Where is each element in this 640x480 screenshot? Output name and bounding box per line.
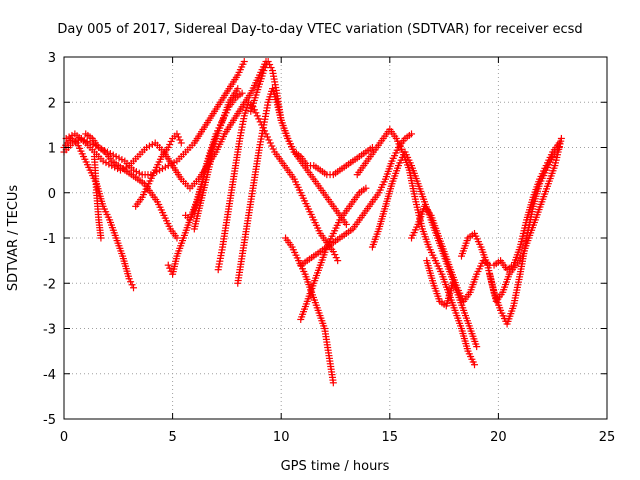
- series-arc-21: [486, 134, 565, 305]
- data-point: [253, 112, 261, 120]
- data-point: [127, 278, 135, 286]
- series-arc-19: [423, 257, 457, 310]
- y-tick-label: 3: [48, 51, 56, 66]
- data-point: [329, 379, 337, 387]
- data-point: [166, 140, 174, 148]
- data-point: [164, 261, 172, 269]
- data-point: [187, 213, 195, 221]
- data-point: [555, 139, 563, 147]
- data-point: [216, 121, 224, 129]
- data-point: [449, 279, 457, 287]
- y-tick-label: 1: [48, 142, 56, 157]
- series-arc-5: [90, 153, 105, 242]
- data-point: [266, 139, 274, 147]
- series-arc-9: [190, 153, 216, 233]
- data-point: [221, 112, 229, 120]
- x-tick-label: 25: [599, 430, 616, 445]
- data-point: [332, 254, 340, 262]
- series-arc-13: [282, 234, 337, 387]
- data-point: [267, 64, 275, 72]
- data-point: [334, 257, 342, 265]
- data-point: [260, 67, 268, 75]
- series-arc-1: [60, 134, 138, 292]
- data-point: [222, 109, 230, 117]
- chart-title: Day 005 of 2017, Sidereal Day-to-day VTE…: [57, 22, 582, 37]
- data-point: [215, 124, 223, 132]
- data-point: [255, 115, 263, 123]
- y-tick-label: 2: [48, 96, 56, 111]
- data-point: [224, 106, 232, 114]
- data-point: [130, 284, 138, 292]
- y-tick-label: 0: [48, 187, 56, 202]
- data-point: [331, 251, 339, 259]
- data-point: [252, 109, 260, 117]
- data-point: [238, 89, 246, 97]
- data-point: [240, 58, 248, 66]
- y-tick-label: -5: [43, 413, 56, 428]
- data-point: [408, 130, 416, 138]
- y-axis-label: SDTVAR / TECUs: [6, 185, 21, 292]
- data-point: [473, 343, 481, 351]
- y-tick-label: -1: [43, 232, 56, 247]
- data-point: [329, 248, 337, 256]
- data-point: [268, 142, 276, 150]
- series-arc-8: [182, 89, 246, 224]
- data-point: [164, 144, 172, 151]
- x-tick-label: 15: [382, 430, 399, 445]
- data-point: [213, 127, 221, 135]
- data-point: [97, 234, 105, 242]
- series-arc-3: [62, 58, 270, 192]
- data-point: [177, 139, 185, 147]
- x-tick-label: 20: [490, 430, 507, 445]
- data-point: [125, 275, 133, 283]
- series-arc-2: [60, 58, 248, 179]
- data-point: [362, 184, 370, 192]
- data-point: [234, 85, 242, 93]
- data-point: [212, 130, 220, 138]
- y-tick-label: -4: [43, 368, 56, 383]
- data-point: [266, 61, 274, 69]
- data-point: [166, 264, 174, 272]
- data-point: [557, 134, 565, 142]
- y-tick-label: -3: [43, 323, 56, 338]
- data-point: [176, 136, 184, 144]
- data-point: [219, 115, 227, 123]
- series-arc-11: [234, 85, 350, 287]
- x-tick-label: 10: [273, 430, 290, 445]
- data-point: [128, 281, 136, 289]
- series-arc-22: [490, 139, 563, 274]
- data-point: [264, 58, 272, 66]
- x-tick-label: 0: [60, 430, 68, 445]
- data-point: [167, 137, 175, 145]
- data-point: [269, 145, 277, 153]
- y-tick-label: -2: [43, 277, 56, 292]
- data-point: [263, 133, 271, 141]
- data-point: [218, 118, 226, 126]
- data-point: [186, 216, 194, 224]
- series-arc-4: [82, 130, 181, 242]
- data-points: [60, 58, 565, 387]
- data-point: [471, 361, 479, 369]
- series-arc-12: [247, 58, 376, 179]
- x-tick-label: 5: [168, 430, 176, 445]
- data-point: [173, 234, 181, 242]
- data-point: [265, 136, 273, 144]
- grid: [64, 57, 607, 419]
- data-point: [342, 220, 350, 228]
- data-point: [173, 130, 181, 138]
- x-axis-label: GPS time / hours: [281, 459, 390, 474]
- data-point: [208, 153, 216, 161]
- data-point: [174, 133, 182, 141]
- series-arc-6: [132, 130, 185, 210]
- series-arc-18: [408, 202, 494, 305]
